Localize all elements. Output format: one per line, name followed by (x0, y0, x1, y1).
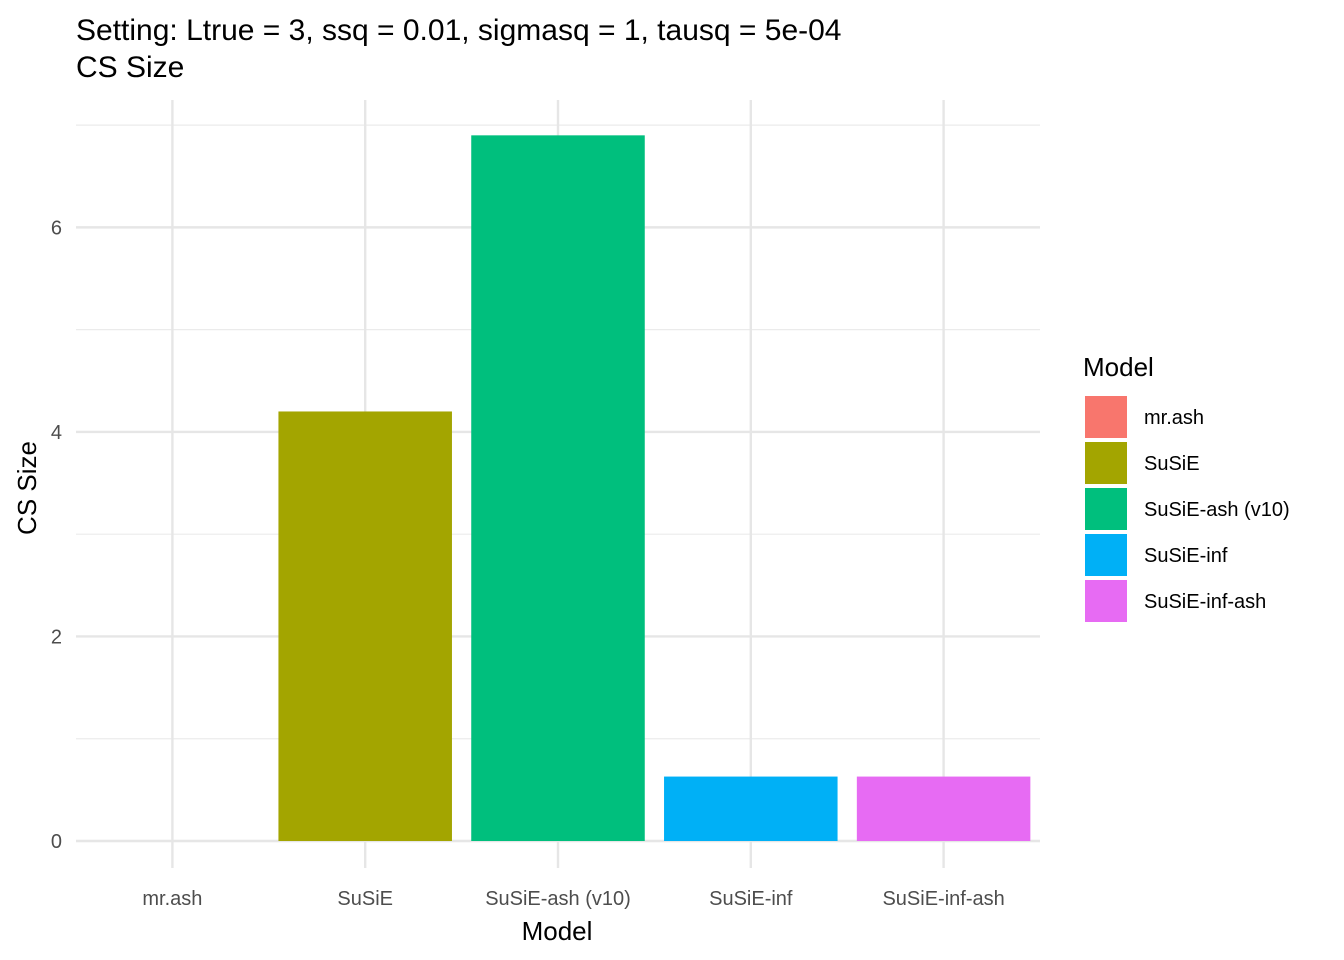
chart-title-line2: CS Size (76, 51, 184, 84)
legend-label: SuSiE-ash (v10) (1144, 499, 1290, 521)
y-tick-label: 6 (51, 217, 62, 239)
legend-label: SuSiE-inf-ash (1144, 591, 1266, 613)
legend: Model mr.ash SuSiE SuSiE-ash (v10) SuSiE-in… (1083, 352, 1290, 622)
x-tick-label: SuSiE-inf (709, 888, 793, 910)
legend-label: SuSiE (1144, 453, 1200, 475)
x-axis-title: Model (522, 916, 593, 946)
legend-key (1085, 442, 1127, 484)
legend-key (1085, 534, 1127, 576)
legend-key (1085, 488, 1127, 530)
bar-susie (278, 411, 452, 841)
bar-susie-inf-ash (856, 776, 1031, 841)
chart-title-line1: Setting: Ltrue = 3, ssq = 0.01, sigmasq … (76, 14, 841, 47)
bar-susie-ash-v10 (471, 135, 645, 841)
x-tick-labels: mr.ash SuSiE SuSiE-ash (v10) SuSiE-inf SuSiE… (142, 888, 1004, 910)
y-tick-label: 4 (51, 422, 62, 444)
y-axis-title: CS Size (12, 441, 42, 535)
bars (278, 135, 1031, 841)
y-tick-labels: 0 2 4 6 (51, 217, 62, 853)
legend-title: Model (1083, 352, 1154, 382)
x-tick-label: SuSiE-inf-ash (882, 888, 1004, 910)
y-tick-label: 2 (51, 626, 62, 648)
legend-label: mr.ash (1144, 407, 1204, 429)
legend-label: SuSiE-inf (1144, 545, 1228, 567)
x-tick-label: SuSiE (337, 888, 393, 910)
bar-susie-inf (664, 776, 838, 841)
x-tick-label: mr.ash (142, 888, 202, 910)
legend-key (1085, 580, 1127, 622)
x-tick-label: SuSiE-ash (v10) (485, 888, 631, 910)
y-tick-label: 0 (51, 831, 62, 853)
legend-key (1085, 396, 1127, 438)
